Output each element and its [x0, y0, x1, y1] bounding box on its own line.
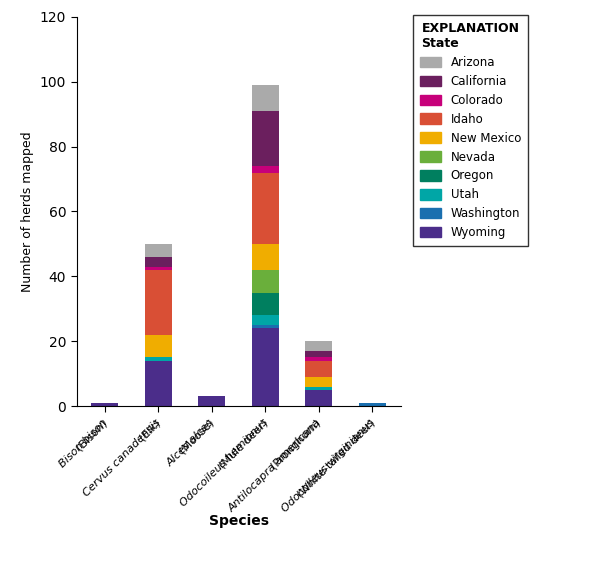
Text: (Elk): (Elk): [137, 417, 163, 442]
Y-axis label: Number of herds mapped: Number of herds mapped: [21, 131, 34, 292]
Bar: [91, 403, 118, 406]
Bar: [252, 328, 279, 406]
Bar: [306, 351, 332, 358]
Bar: [306, 390, 332, 406]
Bar: [252, 315, 279, 325]
Text: Bison bison: Bison bison: [57, 417, 109, 469]
Bar: [306, 341, 332, 351]
Bar: [359, 403, 386, 406]
Bar: [306, 361, 332, 377]
Bar: [252, 173, 279, 244]
Bar: [145, 270, 171, 334]
X-axis label: Species: Species: [209, 514, 269, 528]
Text: (Bison): (Bison): [74, 417, 109, 452]
Text: Odocoileus hemionus: Odocoileus hemionus: [178, 417, 270, 509]
Bar: [145, 358, 171, 361]
Bar: [252, 244, 279, 270]
Text: (Moose): (Moose): [177, 417, 216, 456]
Legend: Arizona, California, Colorado, Idaho, New Mexico, Nevada, Oregon, Utah, Washingt: Arizona, California, Colorado, Idaho, Ne…: [413, 15, 528, 246]
Text: Alces alces: Alces alces: [166, 417, 216, 468]
Bar: [252, 270, 279, 293]
Text: (White-tailed deer): (White-tailed deer): [295, 417, 377, 499]
Text: Odocoileus virginianus: Odocoileus virginianus: [280, 417, 377, 514]
Text: (Pronghorn): (Pronghorn): [269, 417, 323, 471]
Bar: [252, 166, 279, 173]
Text: Antilocapra americana: Antilocapra americana: [227, 417, 323, 514]
Bar: [252, 293, 279, 315]
Bar: [252, 85, 279, 111]
Bar: [145, 257, 171, 267]
Bar: [306, 358, 332, 361]
Bar: [145, 267, 171, 270]
Bar: [198, 396, 225, 406]
Bar: [145, 334, 171, 358]
Text: (Mule deer): (Mule deer): [217, 417, 270, 470]
Bar: [145, 361, 171, 406]
Bar: [252, 111, 279, 166]
Bar: [252, 325, 279, 328]
Bar: [306, 387, 332, 390]
Bar: [145, 244, 171, 257]
Bar: [306, 377, 332, 387]
Text: Cervus canadensis: Cervus canadensis: [81, 417, 163, 498]
